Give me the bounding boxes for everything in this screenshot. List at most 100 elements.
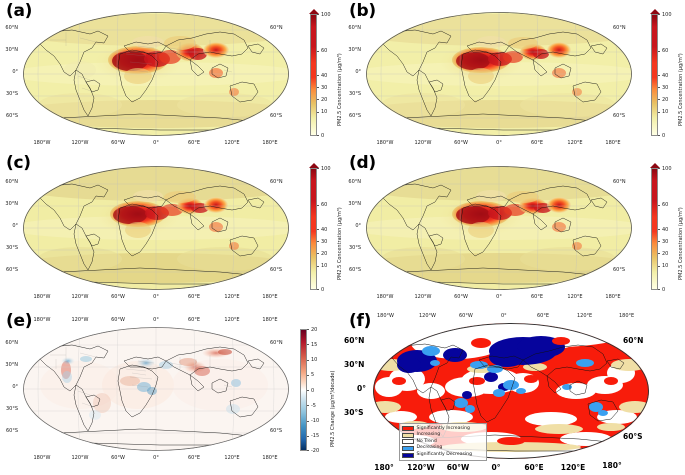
panel-c-lon-120e: 120°E: [224, 294, 240, 300]
panel-c-lat-60n: 60°N: [5, 179, 18, 185]
panel-c-lat-60s-right: 60°S: [270, 267, 283, 273]
panel-c-colorbar: 100 60 40 30 20 10 0 PM2.5 Concentration…: [308, 163, 346, 293]
panel-c-lon-120w: 120°W: [71, 294, 89, 300]
panel-e-lat-30n: 30°N: [5, 362, 18, 368]
panel-e-lat-60n: 60°N: [5, 340, 18, 346]
panel-a-colorbar: 100 60 40 30 20 10 0 PM2.5 Concentration…: [308, 9, 346, 139]
panel-a-cbar-label-10: 10: [321, 109, 328, 116]
panel-f-lat-60n-right: 60°N: [623, 336, 644, 345]
legend-swatch-increasing: [402, 432, 414, 438]
panel-f-lon-60w-top: 60°W: [459, 313, 473, 319]
panel-e-lon-0: 0°: [153, 455, 159, 461]
panel-e-lat-0: 0°: [12, 384, 18, 390]
panel-b-lon-60e: 60°E: [530, 140, 544, 146]
panel-d-cbar-label-20: 20: [662, 250, 669, 257]
panel-e-cbar-label-20: 20: [311, 326, 318, 333]
panel-b-lon-0: 0°: [496, 140, 502, 146]
panel-c-cbar-label-100: 100: [321, 165, 331, 172]
panel-a-cbar-label-40: 40: [321, 72, 328, 79]
panel-b-cbar-label-0: 0: [662, 132, 666, 139]
panel-d-lon-120w: 120°W: [414, 294, 432, 300]
panel-a-lon-0: 0°: [153, 140, 159, 146]
panel-b-cbar-axis-label: PM2.5 Concentration (µg/m³): [678, 53, 684, 126]
panel-d-lat-30s: 30°S: [348, 245, 361, 251]
panel-b-label: (b): [349, 1, 376, 21]
panel-b-cbar-label-60: 60: [662, 48, 669, 54]
panel-b-map-svg: [366, 12, 632, 136]
panel-d-map: 60°N 30°N 0° 30°S 60°S 60°N 60°S 180°W 1…: [348, 164, 635, 300]
panel-e-cbar-label-neg10: -10: [311, 418, 320, 424]
panel-e-lon-120w-top: 120°W: [71, 317, 89, 323]
panel-d-lon-60w: 60°W: [454, 294, 468, 300]
panel-d-lat-60n: 60°N: [348, 179, 361, 185]
legend-label-increasing: Increasing: [416, 432, 441, 438]
panel-c-lat-30n: 30°N: [5, 201, 18, 207]
legend-label-no-trend: No Trend: [416, 438, 437, 444]
panel-e-lon-60e: 60°E: [187, 455, 201, 461]
panel-a-cbar-label-30: 30: [321, 84, 328, 91]
panel-a-lon-120w: 120°W: [71, 140, 89, 146]
panel-e-lon-180w-top: 180°W: [33, 317, 51, 323]
panel-c-lon-180e: 180°E: [262, 294, 278, 300]
panel-e-cbar-label-neg15: -15: [311, 433, 320, 440]
panel-f-lon-120w: 120°W: [407, 463, 435, 472]
panel-a-lat-60s-right: 60°S: [270, 113, 283, 119]
panel-c-map-svg: [23, 166, 289, 290]
panel-e-map: 60°N 30°N 0° 30°S 60°S 60°N 60°S 180°W 1…: [5, 317, 292, 461]
panel-c-lon-180w: 180°W: [33, 294, 51, 300]
panel-a-lat-60n-right: 60°N: [270, 25, 283, 31]
panel-f-lon-180e-top: 180°E: [619, 313, 635, 319]
panel-a-lon-180w: 180°W: [33, 140, 51, 146]
panel-e-lon-60w: 60°W: [111, 455, 125, 461]
panel-e-lat-30s: 30°S: [5, 406, 18, 412]
panel-a-lon-180e: 180°E: [262, 140, 278, 146]
panel-d-lon-180w: 180°W: [376, 294, 394, 300]
panel-f-lon-180w-top: 180°W: [377, 313, 394, 319]
panel-e-lat-60s: 60°S: [5, 428, 18, 434]
panel-a-lon-60e: 60°E: [187, 140, 201, 146]
panel-f-lat-30s: 30°S: [344, 408, 364, 417]
panel-b-lon-180w: 180°W: [376, 140, 394, 146]
panel-b-cbar-label-100: 100: [662, 11, 672, 18]
panel-d-cbar-axis-label: PM2.5 Concentration (µg/m³): [678, 207, 684, 280]
panel-f-lon-180-left: 180°: [374, 463, 394, 472]
panel-e-cbar-axis-label: PM2.5 Change (µg/m³/decade): [330, 370, 336, 447]
panel-a-lat-30n: 30°N: [5, 47, 18, 53]
panel-f-lon-120e: 120°E: [560, 463, 586, 472]
panel-a-label: (a): [6, 1, 33, 21]
panel-a-map: 60°N 30°N 0° 30°S 60°S 60°N 60°S 180°W 1…: [5, 10, 292, 146]
panel-c-cbar-label-40: 40: [321, 226, 328, 233]
panel-a-colorbar-gradient: [310, 14, 317, 136]
panel-c-lon-60w: 60°W: [111, 294, 125, 300]
panel-a-lon-120e: 120°E: [224, 140, 240, 146]
panel-d-cbar-label-100: 100: [662, 165, 672, 172]
panel-b-cbar-label-20: 20: [662, 96, 669, 103]
panel-e: (e): [0, 307, 345, 475]
panel-c-cbar-label-30: 30: [321, 238, 328, 245]
panel-b-cbar-label-30: 30: [662, 84, 669, 91]
panel-a-lat-60n: 60°N: [5, 25, 18, 31]
panel-a-map-svg: [23, 12, 289, 136]
panel-c-lat-0: 0°: [12, 223, 18, 229]
panel-d-lat-60n-right: 60°N: [613, 179, 626, 185]
panel-b-lat-60n-right: 60°N: [613, 25, 626, 31]
panel-d-cbar-label-10: 10: [662, 263, 669, 270]
panel-d-lat-0: 0°: [355, 223, 361, 229]
panel-b-lat-60s: 60°S: [348, 113, 361, 119]
panel-d-map-svg: [366, 166, 632, 290]
panel-d-cbar-label-30: 30: [662, 238, 669, 245]
panel-e-lat-60s-right: 60°S: [270, 428, 283, 434]
panel-c: (c): [0, 152, 345, 307]
panel-b-lat-30s: 30°S: [348, 91, 361, 97]
panel-f-lat-60s-right: 60°S: [623, 432, 643, 441]
panel-c-lon-0: 0°: [153, 294, 159, 300]
legend-label-significantly-decreasing: Significantly Decreasing: [416, 451, 473, 457]
panel-b-lon-180e: 180°E: [605, 140, 621, 146]
legend-item-increasing: Increasing: [402, 432, 484, 439]
panel-e-lon-180e: 180°E: [262, 455, 278, 461]
panel-b-lat-0: 0°: [355, 69, 361, 75]
panel-f-lat-30n: 30°N: [344, 360, 365, 369]
panel-d-lon-120e: 120°E: [567, 294, 583, 300]
panel-f-lat-60n: 60°N: [344, 336, 365, 345]
legend-item-significantly-increasing: Significantly Increasing: [402, 426, 484, 433]
